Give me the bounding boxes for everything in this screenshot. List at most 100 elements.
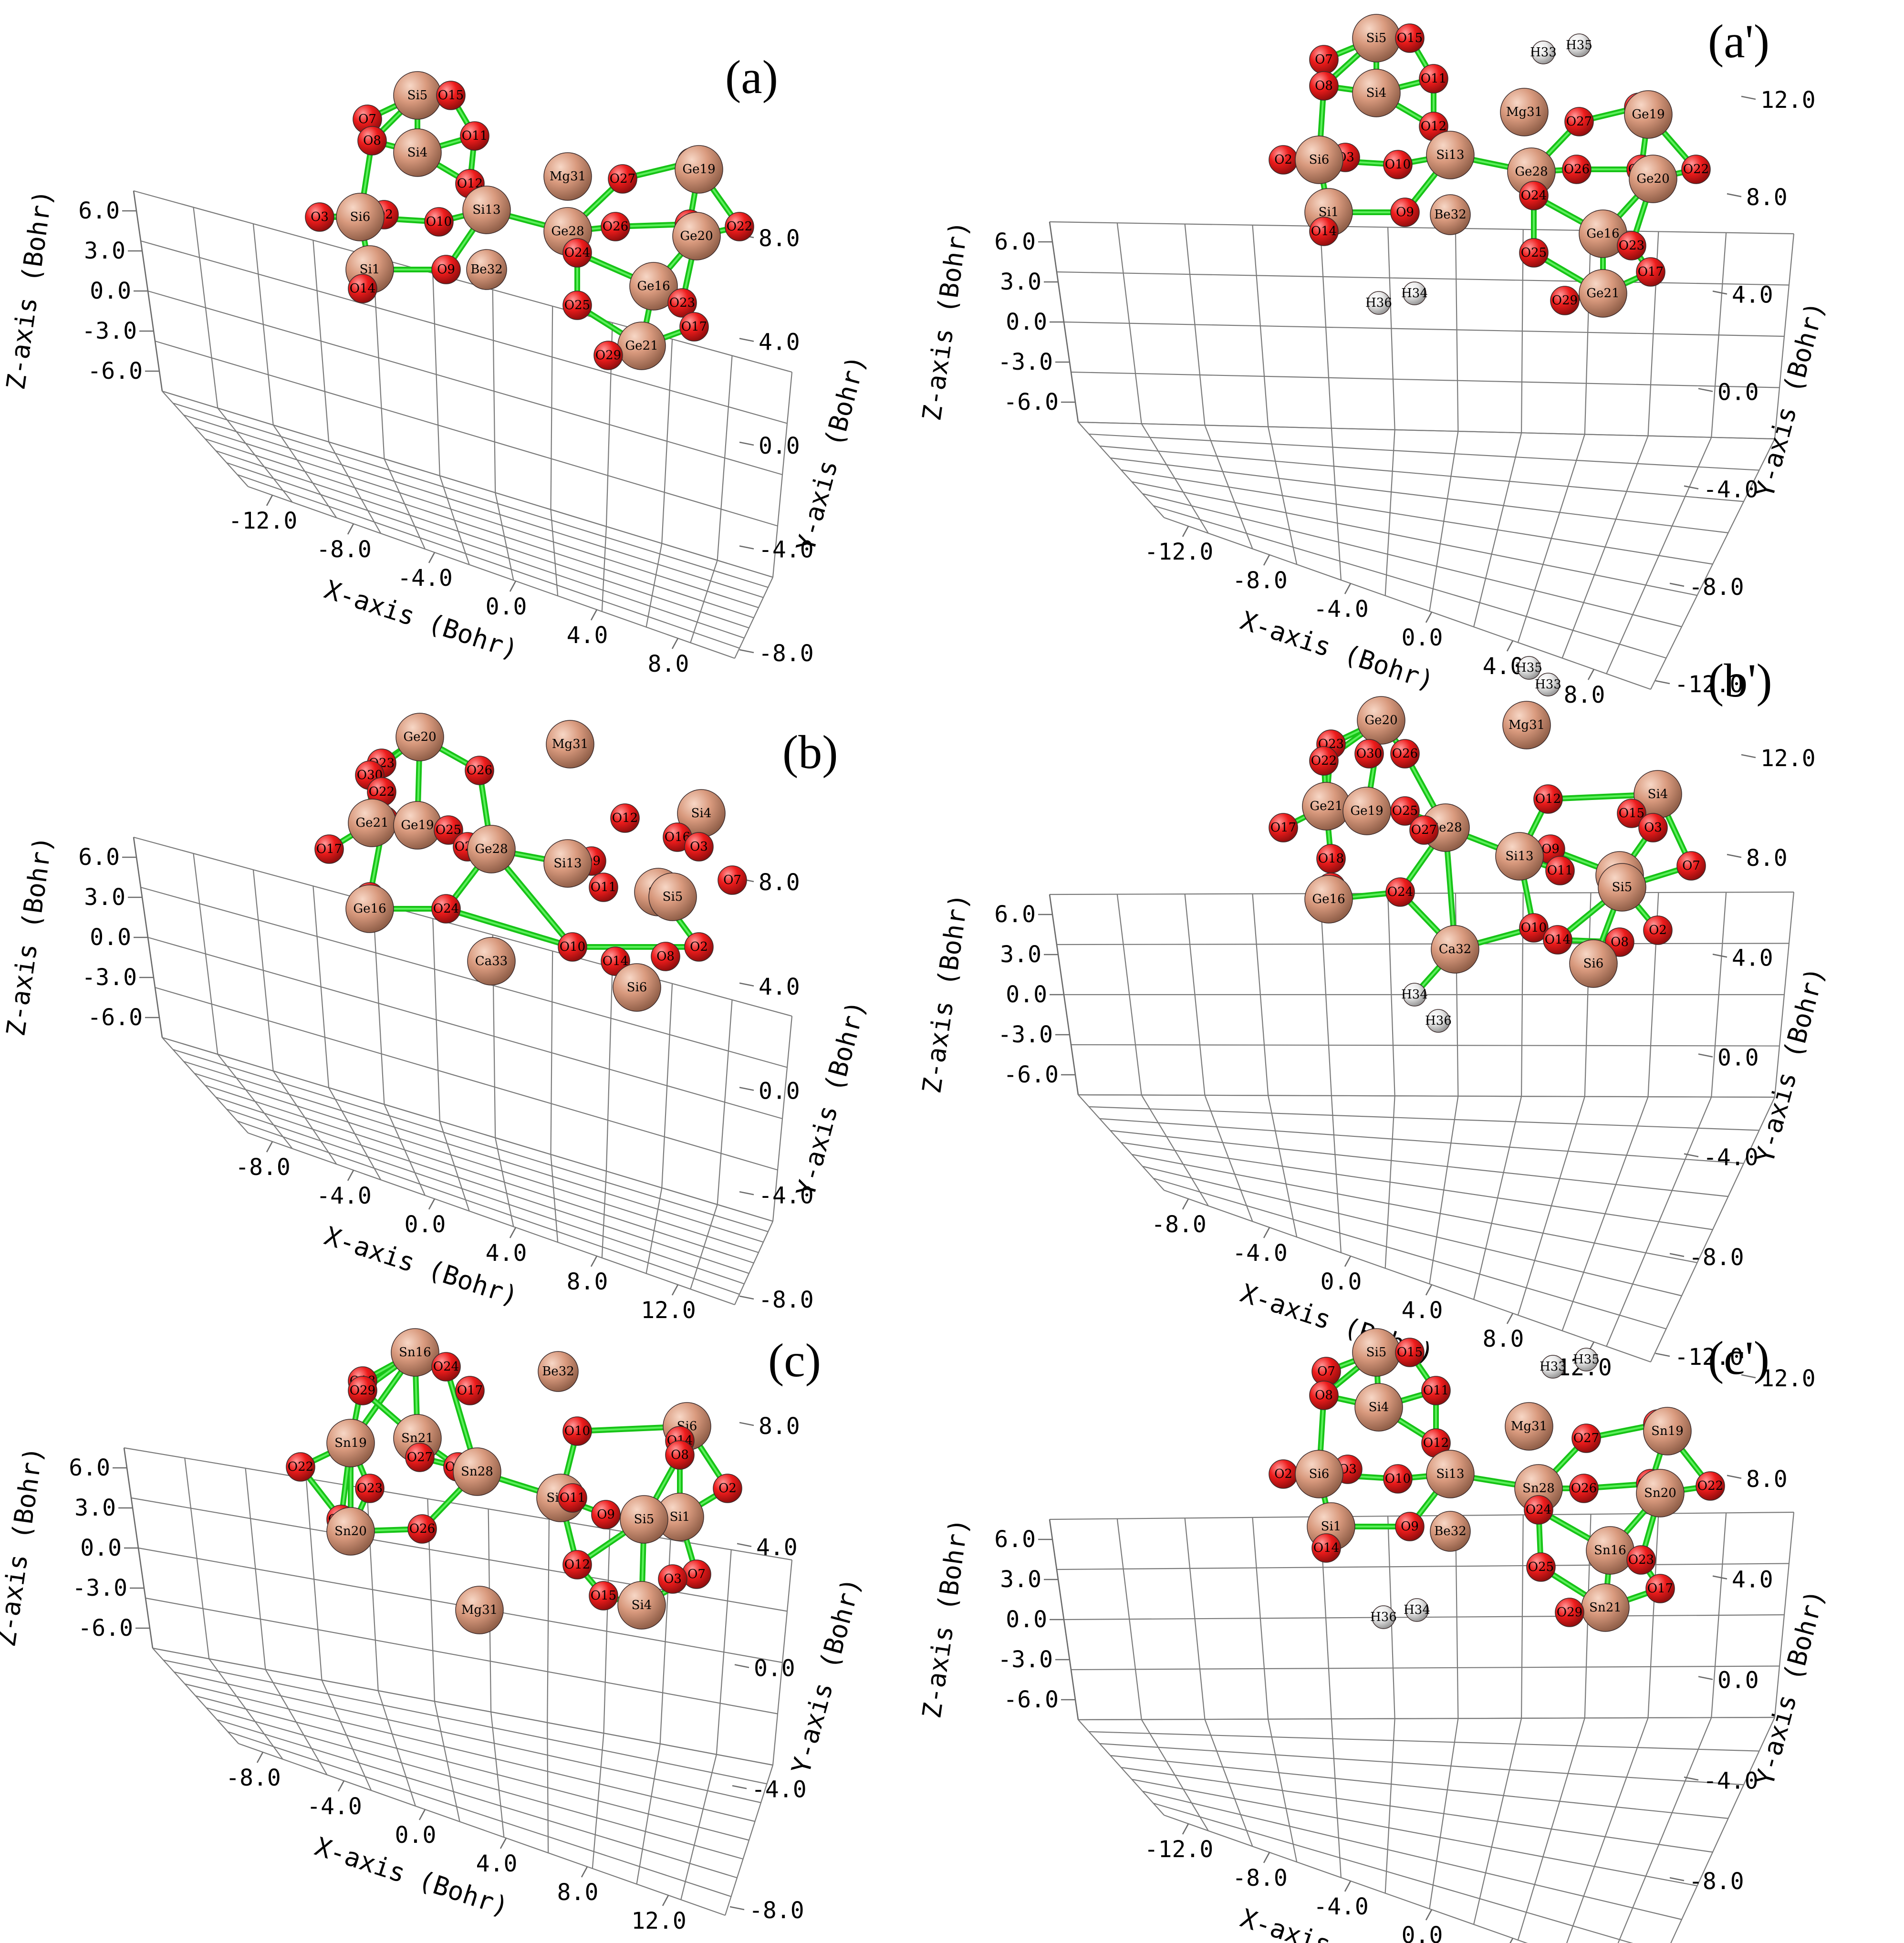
atom-label: O9 bbox=[437, 262, 455, 277]
atom-o22: O22 bbox=[286, 1452, 315, 1482]
atom-label: Ge28 bbox=[475, 842, 508, 856]
atom-label: Mg31 bbox=[550, 169, 586, 184]
atom-label: Si4 bbox=[632, 1598, 652, 1612]
atom-label: O26 bbox=[467, 763, 492, 778]
atom-label: O23 bbox=[669, 296, 695, 310]
atom-o9: O9 bbox=[1395, 1512, 1425, 1541]
atom-o8: O8 bbox=[1309, 1381, 1339, 1410]
atom-o9: O9 bbox=[591, 1500, 621, 1529]
atom-si13: Si13 bbox=[1426, 131, 1475, 179]
atom-label: O7 bbox=[723, 873, 741, 887]
atom-h36: H36 bbox=[1370, 1605, 1397, 1629]
atom-ge20: Ge20 bbox=[1629, 155, 1677, 203]
atom-sphere bbox=[1395, 1512, 1425, 1541]
atom-sphere bbox=[393, 128, 442, 177]
atom-h36: H36 bbox=[1425, 1009, 1452, 1033]
atom-label: H34 bbox=[1404, 1603, 1430, 1617]
atom-ge20: Ge20 bbox=[1357, 696, 1405, 745]
atom-o7: O7 bbox=[1676, 851, 1706, 881]
atom-label: O11 bbox=[560, 1491, 585, 1505]
atom-sphere bbox=[455, 1376, 485, 1405]
atom-o8: O8 bbox=[1309, 71, 1339, 101]
atom-label: O14 bbox=[1545, 933, 1571, 947]
atom-sphere bbox=[434, 815, 463, 845]
atoms: Si5O15H35H33O7O11O8Si4O30Mg31Sn19O27O12O… bbox=[1269, 1328, 1725, 1632]
atom-label: Mg31 bbox=[552, 737, 588, 751]
panel-c: 6.0 3.0 0.0 -3.0 -6.0 -8.0 -4.0 0.0 4.0 8.0 12.0 8.… bbox=[0, 1328, 867, 1934]
atom-label: Si13 bbox=[1436, 1467, 1464, 1481]
floor-grid bbox=[123, 1447, 793, 1916]
atom-sphere bbox=[314, 834, 344, 864]
atom-sphere bbox=[305, 202, 334, 232]
z-tick-label: 6.0 bbox=[994, 901, 1036, 928]
atom-ge16: Ge16 bbox=[629, 262, 678, 311]
panel-b: 6.0 3.0 0.0 -3.0 -6.0 -8.0 -4.0 0.0 4.0 8.0 12.0 8.… bbox=[0, 713, 872, 1324]
atom-si4: Si4 bbox=[617, 1581, 666, 1630]
atom-ge20: Ge20 bbox=[395, 713, 444, 761]
atom-sphere bbox=[1562, 155, 1592, 184]
atom-label: H34 bbox=[1401, 286, 1428, 301]
atom-o3: O3 bbox=[305, 202, 334, 232]
z-tick-label: -3.0 bbox=[998, 1646, 1053, 1673]
atom-si13: Si13 bbox=[543, 839, 592, 888]
x-tick-label: -12.0 bbox=[1144, 1836, 1214, 1863]
atom-sphere bbox=[1571, 1423, 1601, 1453]
atom-sphere bbox=[1354, 1383, 1403, 1432]
atom-label: Si5 bbox=[1366, 1345, 1387, 1360]
atom-sphere bbox=[651, 942, 680, 971]
atom-o15: O15 bbox=[1617, 799, 1646, 828]
atom-o9: O9 bbox=[431, 255, 461, 284]
x-tick-label: -12.0 bbox=[229, 508, 298, 534]
atom-label: O3 bbox=[1644, 821, 1662, 835]
atom-sphere bbox=[1502, 701, 1551, 749]
atom-sphere bbox=[601, 212, 630, 241]
z-tick-label: -6.0 bbox=[1003, 389, 1059, 416]
atom-label: O29 bbox=[1552, 293, 1578, 308]
atom-ge21: Ge21 bbox=[617, 322, 666, 370]
atom-o11: O11 bbox=[1545, 856, 1575, 885]
z-tick-label: 3.0 bbox=[84, 238, 125, 264]
atom-label: Sn21 bbox=[1589, 1600, 1622, 1615]
atom-sphere bbox=[1309, 1381, 1339, 1410]
atom-o26: O26 bbox=[1569, 1474, 1599, 1503]
atom-o14: O14 bbox=[348, 274, 377, 303]
atom-label: O15 bbox=[1397, 31, 1423, 45]
atom-label: O17 bbox=[1647, 1581, 1673, 1596]
atom-sphere bbox=[1403, 281, 1426, 305]
atom-label: O27 bbox=[1411, 823, 1437, 837]
atom-label: Ge28 bbox=[551, 224, 584, 239]
atom-label: Si4 bbox=[1366, 86, 1387, 100]
atom-o17: O17 bbox=[1636, 257, 1665, 287]
atom-label: Si13 bbox=[472, 203, 500, 217]
atom-label: Si13 bbox=[1436, 148, 1464, 162]
atom-sn28: Sn28 bbox=[453, 1447, 501, 1496]
z-tick-label: -3.0 bbox=[82, 318, 137, 344]
atom-sphere bbox=[431, 1352, 461, 1382]
atom-o27: O27 bbox=[608, 164, 637, 194]
y-tick-label: -8.0 bbox=[759, 1287, 814, 1313]
atom-sphere bbox=[1309, 217, 1339, 246]
atom-label: O10 bbox=[1385, 1472, 1411, 1486]
atom-label: O11 bbox=[1421, 72, 1446, 86]
atom-ge16: Ge16 bbox=[1579, 209, 1627, 258]
atom-si4: Si4 bbox=[677, 789, 726, 838]
atom-mg31: Mg31 bbox=[455, 1586, 504, 1634]
atom-sphere bbox=[1269, 813, 1298, 842]
atom-label: O24 bbox=[433, 902, 459, 916]
atom-sphere bbox=[589, 873, 618, 902]
atom-o2: O2 bbox=[684, 932, 714, 962]
z-tick-label: -3.0 bbox=[72, 1575, 127, 1601]
atom-label: O9 bbox=[1401, 1519, 1419, 1534]
atom-sphere bbox=[1395, 23, 1425, 53]
atom-sphere bbox=[1545, 856, 1575, 885]
atom-si4: Si4 bbox=[1354, 1383, 1403, 1432]
atom-label: Ge16 bbox=[1312, 892, 1345, 906]
atom-label: O2 bbox=[1274, 153, 1292, 167]
atom-label: Sn19 bbox=[1651, 1424, 1684, 1438]
atom-sphere bbox=[395, 713, 444, 761]
atom-o24: O24 bbox=[1385, 877, 1415, 907]
atom-sphere bbox=[718, 865, 747, 895]
y-tick-label: 8.0 bbox=[1746, 1466, 1788, 1493]
atom-sphere bbox=[684, 832, 714, 862]
atom-sphere bbox=[1372, 1605, 1395, 1629]
